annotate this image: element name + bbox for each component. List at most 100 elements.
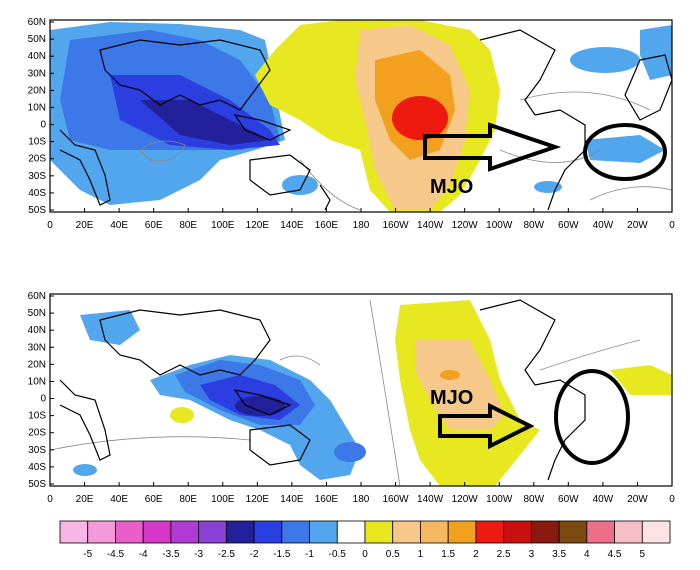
lon-tick-label: 60W <box>558 220 579 231</box>
lat-tick-label: 40S <box>28 188 46 199</box>
lat-tick-label: 10N <box>28 376 46 387</box>
lat-tick-label: 40N <box>28 51 46 62</box>
colorbar-label: 2 <box>473 549 479 560</box>
lat-tick-label: 30N <box>28 342 46 353</box>
mjo-label-top: MJO <box>430 176 473 198</box>
lon-tick-label: 0 <box>47 220 53 231</box>
lon-tick-label: 160E <box>315 494 339 505</box>
colorbar-label: 4.5 <box>608 549 622 560</box>
colorbar-swatch <box>530 520 560 544</box>
colorbar-label: -2 <box>250 549 259 560</box>
colorbar-swatch <box>281 520 310 544</box>
lon-tick-label: 140E <box>280 494 304 505</box>
lon-tick-label: 40W <box>593 220 614 231</box>
lon-tick-label: 80W <box>523 220 544 231</box>
lon-tick-label: 80E <box>179 220 197 231</box>
lon-tick-label: 80W <box>523 494 544 505</box>
lon-tick-label: 60E <box>145 220 163 231</box>
lon-tick-label: 120E <box>246 494 270 505</box>
circled-region-bottom <box>554 369 630 465</box>
lon-tick-label: 0 <box>47 494 53 505</box>
lon-tick-label: 160W <box>382 220 409 231</box>
colorbar-swatch <box>503 520 532 544</box>
colorbar-swatch <box>336 520 366 544</box>
colorbar-label: 0.5 <box>386 549 400 560</box>
lat-tick-label: 20S <box>28 154 46 165</box>
colorbar-swatch <box>253 520 283 544</box>
colorbar-label: 0 <box>362 549 368 560</box>
colorbar-label: 1 <box>418 549 424 560</box>
lat-tick-label: 30S <box>28 445 46 456</box>
colorbar-label: 3.5 <box>552 549 566 560</box>
map-panel-bottom: 60N 50N 40N 30N 20N 10N 0 10S 20S 30S 40S 50S 0 20E 4… <box>0 280 700 510</box>
lon-tick-label: 180 <box>353 494 370 505</box>
lon-tick-label: 100E <box>211 220 235 231</box>
lon-tick-label: 60W <box>558 494 579 505</box>
lat-tick-label: 20N <box>28 85 46 96</box>
colorbar-label: 1.5 <box>441 549 455 560</box>
lat-tick-label: 60N <box>28 17 46 28</box>
colorbar-label: -0.5 <box>329 549 347 560</box>
colorbar-label: 4 <box>584 549 590 560</box>
colorbar-swatch <box>586 520 615 544</box>
lon-tick-label: 80E <box>179 494 197 505</box>
colorbar-swatch <box>614 520 643 544</box>
lat-tick-label: 10N <box>28 102 46 113</box>
colorbar-label: -3 <box>194 549 203 560</box>
map-top-svg: 60N 50N 40N 30N 20N 10N 0 10S 20S 30S 40S 50S 0 20E 4… <box>28 17 676 231</box>
colorbar-swatch <box>142 520 172 544</box>
lon-tick-label: 20W <box>627 494 648 505</box>
colorbar-swatch <box>392 520 421 544</box>
mjo-arrow-bottom <box>438 402 535 450</box>
lat-tick-label: 10S <box>28 137 46 148</box>
mjo-label-bottom: MJO <box>430 387 473 409</box>
colorbar-swatch <box>447 520 477 544</box>
anomaly-field-top <box>50 20 672 212</box>
lon-axis-top: 0 20E 40E 60E 80E 100E 120E 140E 160E 180 160W 140W… <box>47 208 675 231</box>
colorbar-swatch <box>59 520 89 544</box>
lat-axis-bottom: 60N 50N 40N 30N 20N 10N 0 10S 20S 30S 40S 50S <box>28 291 54 490</box>
colorbar-swatch <box>309 520 338 544</box>
lon-tick-label: 100W <box>486 220 513 231</box>
circled-region-top <box>583 123 667 181</box>
colorbar-swatch <box>641 520 671 544</box>
lon-tick-label: 0 <box>669 494 675 505</box>
colorbar-label: -4.5 <box>107 549 125 560</box>
lon-tick-label: 40E <box>110 494 128 505</box>
lat-tick-label: 20N <box>28 359 46 370</box>
lat-tick-label: 40N <box>28 325 46 336</box>
colorbar-swatch <box>420 520 449 544</box>
colorbar-label: -4 <box>139 549 148 560</box>
lat-tick-label: 30S <box>28 171 46 182</box>
lon-axis-bottom: 0 20E 40E 60E 80E 100E 120E 140E 160E 180 160W 140W… <box>47 482 675 505</box>
lon-tick-label: 160W <box>382 494 409 505</box>
lon-tick-label: 120W <box>452 220 479 231</box>
colorbar-swatch <box>475 520 505 544</box>
lon-tick-label: 40E <box>110 220 128 231</box>
colorbar-label: -5 <box>83 549 92 560</box>
lat-tick-label: 10S <box>28 411 46 422</box>
lon-tick-label: 160E <box>315 220 339 231</box>
coastline-bottom <box>59 299 586 481</box>
colorbar-label: -1.5 <box>273 549 291 560</box>
lat-tick-label: 0 <box>40 394 46 405</box>
map-bottom-svg: 60N 50N 40N 30N 20N 10N 0 10S 20S 30S 40S 50S 0 20E 4… <box>28 291 676 505</box>
lat-tick-label: 50S <box>28 479 46 490</box>
colorbar-label: 2.5 <box>497 549 511 560</box>
lat-tick-label: 60N <box>28 291 46 302</box>
lon-tick-label: 140E <box>280 220 304 231</box>
colorbar-swatch <box>225 520 255 544</box>
mjo-arrow-top <box>423 122 562 172</box>
lat-tick-label: 50N <box>28 308 46 319</box>
anomaly-field-bottom <box>50 294 672 486</box>
lon-tick-label: 180 <box>353 220 370 231</box>
colorbar-swatch <box>198 520 227 544</box>
colorbar-label: 5 <box>639 549 645 560</box>
colorbar-label: 3 <box>529 549 535 560</box>
colorbar-boxes <box>59 520 671 544</box>
lon-tick-label: 120W <box>452 494 479 505</box>
colorbar-label: -2.5 <box>218 549 236 560</box>
colorbar-label: -1 <box>305 549 314 560</box>
lon-tick-label: 100E <box>211 494 235 505</box>
lat-tick-label: 20S <box>28 428 46 439</box>
